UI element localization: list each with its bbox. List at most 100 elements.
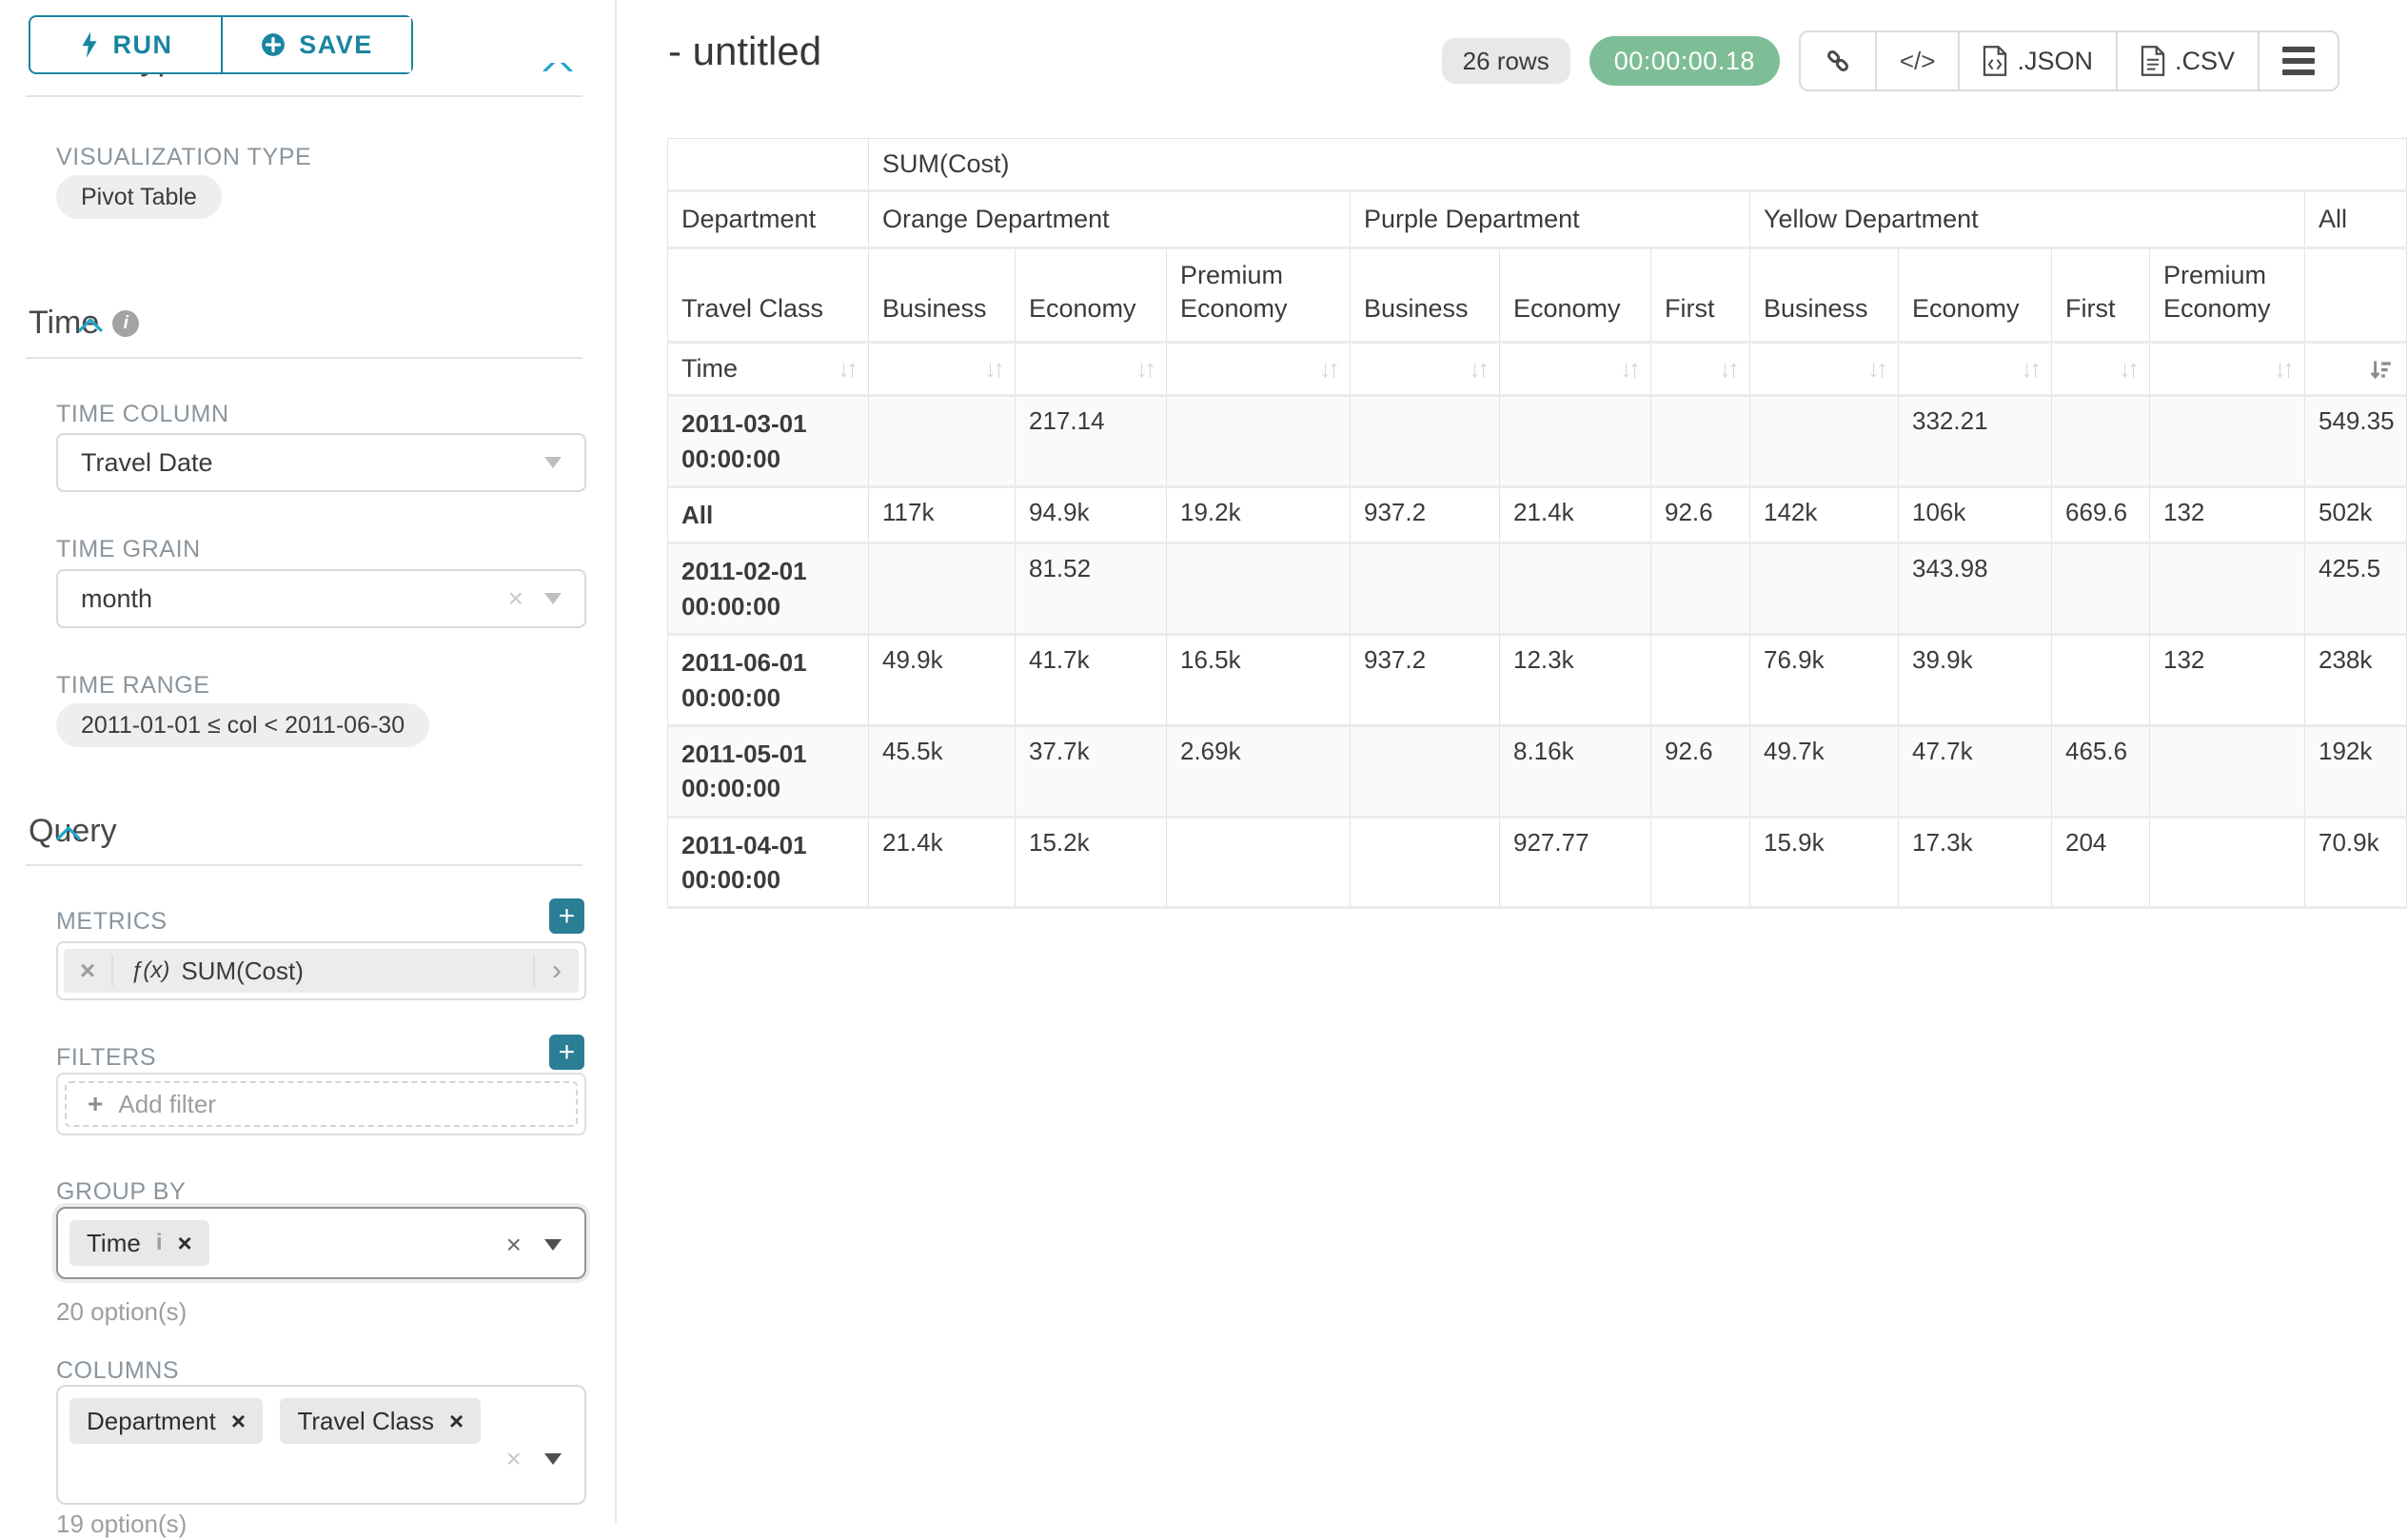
sort-icon[interactable]: ↓↑ bbox=[1719, 354, 1736, 384]
time-sort-header[interactable]: Time ↓↑ bbox=[668, 343, 869, 396]
hamburger-icon bbox=[2282, 47, 2315, 75]
sort-header[interactable]: ↓↑ bbox=[1351, 343, 1500, 396]
pivot-cell: 927.77 bbox=[1500, 817, 1651, 908]
pivot-cell bbox=[2052, 635, 2150, 726]
column-group-header: Yellow Department bbox=[1750, 191, 2305, 248]
sort-icon[interactable]: ↓↑ bbox=[984, 354, 1001, 384]
sort-header[interactable]: ↓↑ bbox=[869, 343, 1016, 396]
pivot-cell: 132 bbox=[2150, 635, 2305, 726]
chevron-up-icon[interactable] bbox=[539, 63, 577, 71]
sort-icon[interactable]: ↓↑ bbox=[1867, 354, 1885, 384]
sort-header-active[interactable] bbox=[2305, 343, 2407, 396]
metric-header: SUM(Cost) bbox=[869, 139, 2407, 191]
remove-metric-icon[interactable]: × bbox=[64, 956, 113, 986]
info-icon[interactable]: i bbox=[112, 310, 139, 337]
columns-select[interactable]: Department × Travel Class × × bbox=[56, 1385, 586, 1505]
sort-icon[interactable]: ↓↑ bbox=[2021, 354, 2038, 384]
clear-icon[interactable]: × bbox=[506, 1232, 522, 1258]
view-query-button[interactable]: </> bbox=[1875, 32, 1959, 89]
table-row: 2011-04-01 00:00:0021.4k15.2k927.7715.9k… bbox=[668, 817, 2407, 908]
pivot-cell bbox=[2150, 817, 2305, 908]
sort-icon[interactable]: ↓↑ bbox=[1469, 354, 1486, 384]
pivot-cell bbox=[1351, 817, 1500, 908]
sort-icon[interactable]: ↓↑ bbox=[838, 354, 855, 384]
chain-link-icon bbox=[1824, 47, 1852, 75]
page-title: - untitled bbox=[668, 29, 821, 74]
clear-icon[interactable]: × bbox=[508, 585, 523, 612]
metric-header-row: SUM(Cost) bbox=[668, 139, 2407, 191]
table-row: All117k94.9k19.2k937.221.4k92.6142k106k6… bbox=[668, 486, 2407, 543]
pivot-cell bbox=[2052, 543, 2150, 635]
sort-header[interactable]: ↓↑ bbox=[1651, 343, 1750, 396]
pivot-cell: 92.6 bbox=[1651, 486, 1750, 543]
sort-icon[interactable]: ↓↑ bbox=[2274, 354, 2291, 384]
pivot-cell: 41.7k bbox=[1016, 635, 1167, 726]
column-header: Business bbox=[1750, 248, 1899, 343]
pivot-cell bbox=[1351, 396, 1500, 487]
sort-header-row: Time ↓↑ ↓↑ ↓↑ ↓↑ ↓↑ ↓↑ ↓↑ ↓↑ ↓↑ ↓↑ ↓↑ bbox=[668, 343, 2407, 396]
time-column-select[interactable]: Travel Date bbox=[56, 433, 586, 492]
add-filter-button[interactable]: + Add filter bbox=[65, 1081, 578, 1127]
export-json-button[interactable]: .JSON bbox=[1958, 32, 2116, 89]
expand-metric-icon[interactable]: › bbox=[533, 955, 579, 987]
pivot-cell: 94.9k bbox=[1016, 486, 1167, 543]
visualization-type-label: VISUALIZATION TYPE bbox=[56, 144, 311, 171]
sort-header[interactable]: ↓↑ bbox=[2052, 343, 2150, 396]
column-header: Business bbox=[869, 248, 1016, 343]
pivot-cell: 192k bbox=[2305, 725, 2407, 817]
metric-chip[interactable]: × ƒ(x) SUM(Cost) › bbox=[64, 949, 579, 993]
remove-chip-icon[interactable]: × bbox=[449, 1407, 464, 1436]
time-grain-value: month bbox=[81, 584, 152, 614]
row-label: 2011-04-01 00:00:00 bbox=[668, 817, 869, 908]
file-code-icon bbox=[1983, 46, 2007, 76]
pivot-cell: 21.4k bbox=[1500, 486, 1651, 543]
pivot-cell bbox=[1167, 817, 1351, 908]
clear-icon[interactable]: × bbox=[506, 1446, 522, 1472]
pivot-cell: 132 bbox=[2150, 486, 2305, 543]
control-panel: Chart Type RUN SAVE VISUALIZATION TYPE P… bbox=[0, 0, 617, 1523]
sort-header[interactable]: ↓↑ bbox=[1167, 343, 1351, 396]
time-column-label: TIME COLUMN bbox=[56, 401, 229, 428]
menu-button[interactable] bbox=[2258, 32, 2338, 89]
sort-icon[interactable]: ↓↑ bbox=[1319, 354, 1336, 384]
sort-header[interactable]: ↓↑ bbox=[1016, 343, 1167, 396]
result-toolbar: 26 rows 00:00:00.18 </> bbox=[1442, 30, 2339, 91]
group-by-select[interactable]: Time i × × bbox=[56, 1207, 586, 1279]
time-grain-select[interactable]: month × bbox=[56, 569, 586, 628]
chevron-up-icon[interactable] bbox=[76, 305, 105, 342]
sort-icon[interactable]: ↓↑ bbox=[1135, 354, 1153, 384]
export-csv-button[interactable]: .CSV bbox=[2116, 32, 2258, 89]
group-by-chip[interactable]: Time i × bbox=[69, 1220, 209, 1266]
columns-chip[interactable]: Travel Class × bbox=[280, 1398, 481, 1444]
sort-icon[interactable]: ↓↑ bbox=[2119, 354, 2136, 384]
table-row: 2011-05-01 00:00:0045.5k37.7k2.69k8.16k9… bbox=[668, 725, 2407, 817]
run-button[interactable]: RUN bbox=[30, 17, 221, 72]
columns-options-hint: 19 option(s) bbox=[56, 1509, 187, 1539]
time-range-pill[interactable]: 2011-01-01 ≤ col < 2011-06-30 bbox=[56, 703, 429, 747]
visualization-type-pill[interactable]: Pivot Table bbox=[56, 175, 222, 219]
table-row: 2011-03-01 00:00:00217.14332.21549.35 bbox=[668, 396, 2407, 487]
caret-down-icon[interactable] bbox=[544, 1239, 562, 1251]
sort-header[interactable]: ↓↑ bbox=[2150, 343, 2305, 396]
metric-value: SUM(Cost) bbox=[181, 957, 304, 986]
save-button[interactable]: SAVE bbox=[221, 17, 411, 72]
add-filter-plus-button[interactable]: + bbox=[549, 1035, 584, 1070]
pivot-cell: 92.6 bbox=[1651, 725, 1750, 817]
copy-link-button[interactable] bbox=[1801, 32, 1875, 89]
caret-down-icon[interactable] bbox=[544, 1453, 562, 1465]
pivot-table: SUM(Cost) Department Orange Department P… bbox=[667, 138, 2407, 909]
sort-header[interactable]: ↓↑ bbox=[1899, 343, 2052, 396]
chevron-up-icon[interactable] bbox=[54, 813, 83, 850]
pivot-cell bbox=[1750, 543, 1899, 635]
add-metric-button[interactable]: + bbox=[549, 898, 584, 934]
columns-chip[interactable]: Department × bbox=[69, 1398, 263, 1444]
chip-label: Travel Class bbox=[297, 1407, 434, 1436]
remove-chip-icon[interactable]: × bbox=[177, 1229, 191, 1258]
info-icon[interactable]: i bbox=[156, 1230, 163, 1256]
sort-header[interactable]: ↓↑ bbox=[1500, 343, 1651, 396]
remove-chip-icon[interactable]: × bbox=[231, 1407, 246, 1436]
sort-header[interactable]: ↓↑ bbox=[1750, 343, 1899, 396]
pivot-cell bbox=[869, 396, 1016, 487]
sort-icon[interactable]: ↓↑ bbox=[1620, 354, 1637, 384]
code-icon: </> bbox=[1900, 47, 1936, 76]
